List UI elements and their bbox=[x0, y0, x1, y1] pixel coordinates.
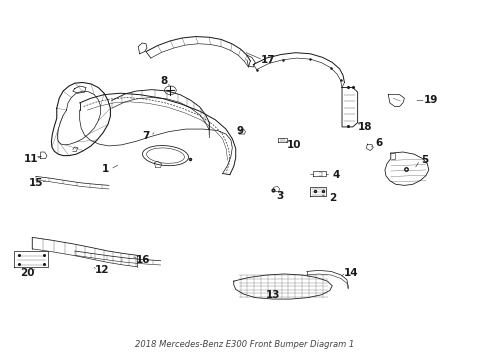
Text: 15: 15 bbox=[28, 178, 43, 188]
Text: 13: 13 bbox=[265, 291, 280, 301]
Text: 8: 8 bbox=[160, 76, 167, 86]
Text: 14: 14 bbox=[343, 267, 357, 278]
Text: 4: 4 bbox=[332, 170, 339, 180]
Text: 5: 5 bbox=[421, 155, 427, 165]
Text: 16: 16 bbox=[136, 255, 150, 265]
Text: 3: 3 bbox=[275, 191, 283, 201]
Text: 19: 19 bbox=[423, 95, 437, 105]
Text: 12: 12 bbox=[95, 265, 109, 275]
Text: 17: 17 bbox=[260, 55, 275, 65]
Text: 9: 9 bbox=[236, 126, 243, 135]
Text: 11: 11 bbox=[23, 154, 38, 164]
Text: 2018 Mercedes-Benz E300 Front Bumper Diagram 1: 2018 Mercedes-Benz E300 Front Bumper Dia… bbox=[135, 340, 353, 349]
Text: 20: 20 bbox=[20, 267, 35, 278]
Text: 10: 10 bbox=[286, 140, 301, 150]
Text: 2: 2 bbox=[328, 193, 335, 203]
Text: 1: 1 bbox=[102, 164, 109, 174]
Text: 7: 7 bbox=[142, 131, 149, 141]
Text: 18: 18 bbox=[357, 122, 372, 132]
Text: 6: 6 bbox=[374, 139, 382, 148]
